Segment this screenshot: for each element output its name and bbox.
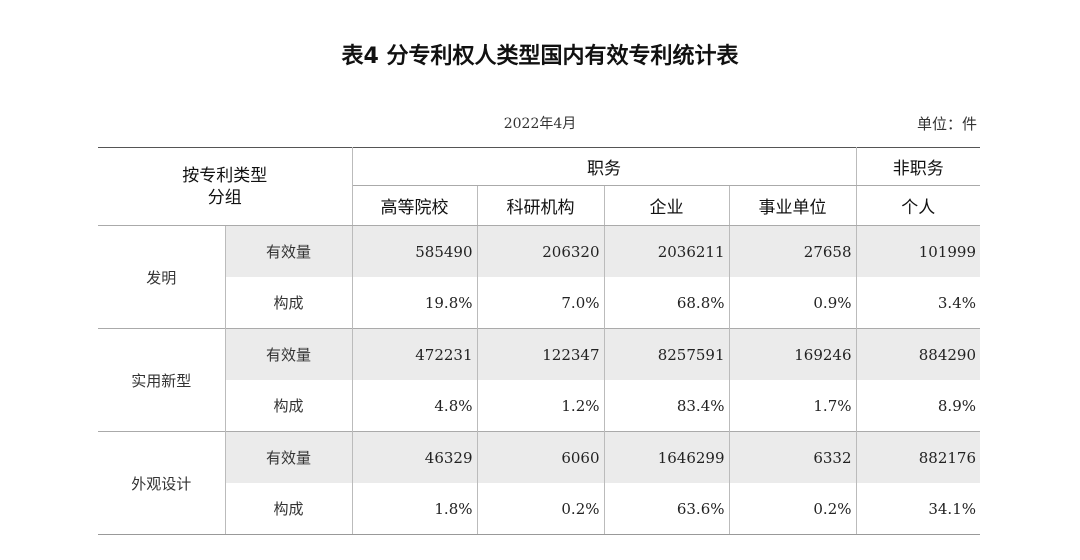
table-cell: 585490 [352, 225, 478, 277]
table-cell: 884290 [856, 328, 980, 380]
table-row: 实用新型 有效量 472231 122347 8257591 169246 88… [98, 328, 980, 432]
table-cell: 27658 [729, 225, 857, 277]
table-cell: 169246 [729, 328, 857, 380]
table-cell: 1.2% [477, 380, 605, 432]
row-label: 构成 [225, 380, 353, 432]
column-header: 企业 [604, 185, 730, 226]
table-cell: 34.1% [856, 483, 980, 535]
table-cell: 1.7% [729, 380, 857, 432]
column-header: 个人 [856, 185, 980, 226]
header-row-2: 高等院校 科研机构 企业 事业单位 个人 [98, 185, 980, 226]
table-cell: 4.8% [352, 380, 478, 432]
table-cell: 7.0% [477, 277, 605, 329]
table-cell: 83.4% [604, 380, 730, 432]
group-column-header-line2: 分组 [207, 187, 242, 208]
report-date: 2022年4月 [503, 116, 577, 132]
column-header: 科研机构 [477, 185, 605, 226]
table-cell: 68.8% [604, 277, 730, 329]
table-cell: 206320 [477, 225, 605, 277]
table-cell: 1646299 [604, 431, 730, 483]
table-cell: 46329 [352, 431, 478, 483]
table-cell: 882176 [856, 431, 980, 483]
table-row: 构成 19.8% 7.0% 68.8% 0.9% 3.4% [98, 277, 980, 329]
row-label: 有效量 [225, 225, 353, 277]
table-cell: 6060 [477, 431, 605, 483]
service-header: 职务 [352, 147, 857, 186]
row-label: 构成 [225, 483, 353, 535]
table-cell: 63.6% [604, 483, 730, 535]
table-cell: 1.8% [352, 483, 478, 535]
table-cell: 8257591 [604, 328, 730, 380]
group-label: 发明 [98, 225, 226, 329]
patent-stats-table: 按专利类型 分组 职务 非职务 高等院校 科研机构 企业 事业单位 个人 发明 … [98, 147, 980, 535]
table-row: 发明 有效量 585490 206320 2036211 27658 10199… [98, 225, 980, 329]
table-cell: 6332 [729, 431, 857, 483]
table-row: 外观设计 有效量 46329 6060 1646299 6332 882176 [98, 431, 980, 535]
table-cell: 472231 [352, 328, 478, 380]
header-row-1: 按专利类型 分组 职务 非职务 [98, 147, 980, 226]
group-column-header: 按专利类型 分组 [98, 147, 353, 226]
unit-label: 单位：件 [916, 115, 977, 133]
table-cell: 2036211 [604, 225, 730, 277]
group-column-header-line1: 按专利类型 [182, 165, 268, 186]
table-cell: 101999 [856, 225, 980, 277]
table-cell: 8.9% [937, 396, 976, 415]
row-label: 有效量 [225, 431, 353, 483]
table-cell: 0.2% [729, 483, 857, 535]
row-label: 有效量 [225, 328, 353, 380]
table-title: 表4 分专利权人类型国内有效专利统计表 [341, 44, 739, 69]
table-cell: 3.4% [937, 293, 976, 312]
column-header: 高等院校 [352, 185, 478, 226]
group-label: 实用新型 [98, 328, 226, 432]
column-header: 事业单位 [729, 185, 857, 226]
table-cell: 122347 [477, 328, 605, 380]
table-row: 构成 4.8% 1.2% 83.4% 1.7% 8.9% [98, 380, 980, 432]
group-label: 外观设计 [98, 431, 226, 535]
table-row: 构成 1.8% 0.2% 63.6% 0.2% 34.1% [98, 483, 980, 535]
table-cell: 0.9% [729, 277, 857, 329]
row-label: 构成 [225, 277, 353, 329]
non-service-header: 非职务 [856, 147, 980, 186]
table-cell: 19.8% [352, 277, 478, 329]
table-cell: 0.2% [477, 483, 605, 535]
